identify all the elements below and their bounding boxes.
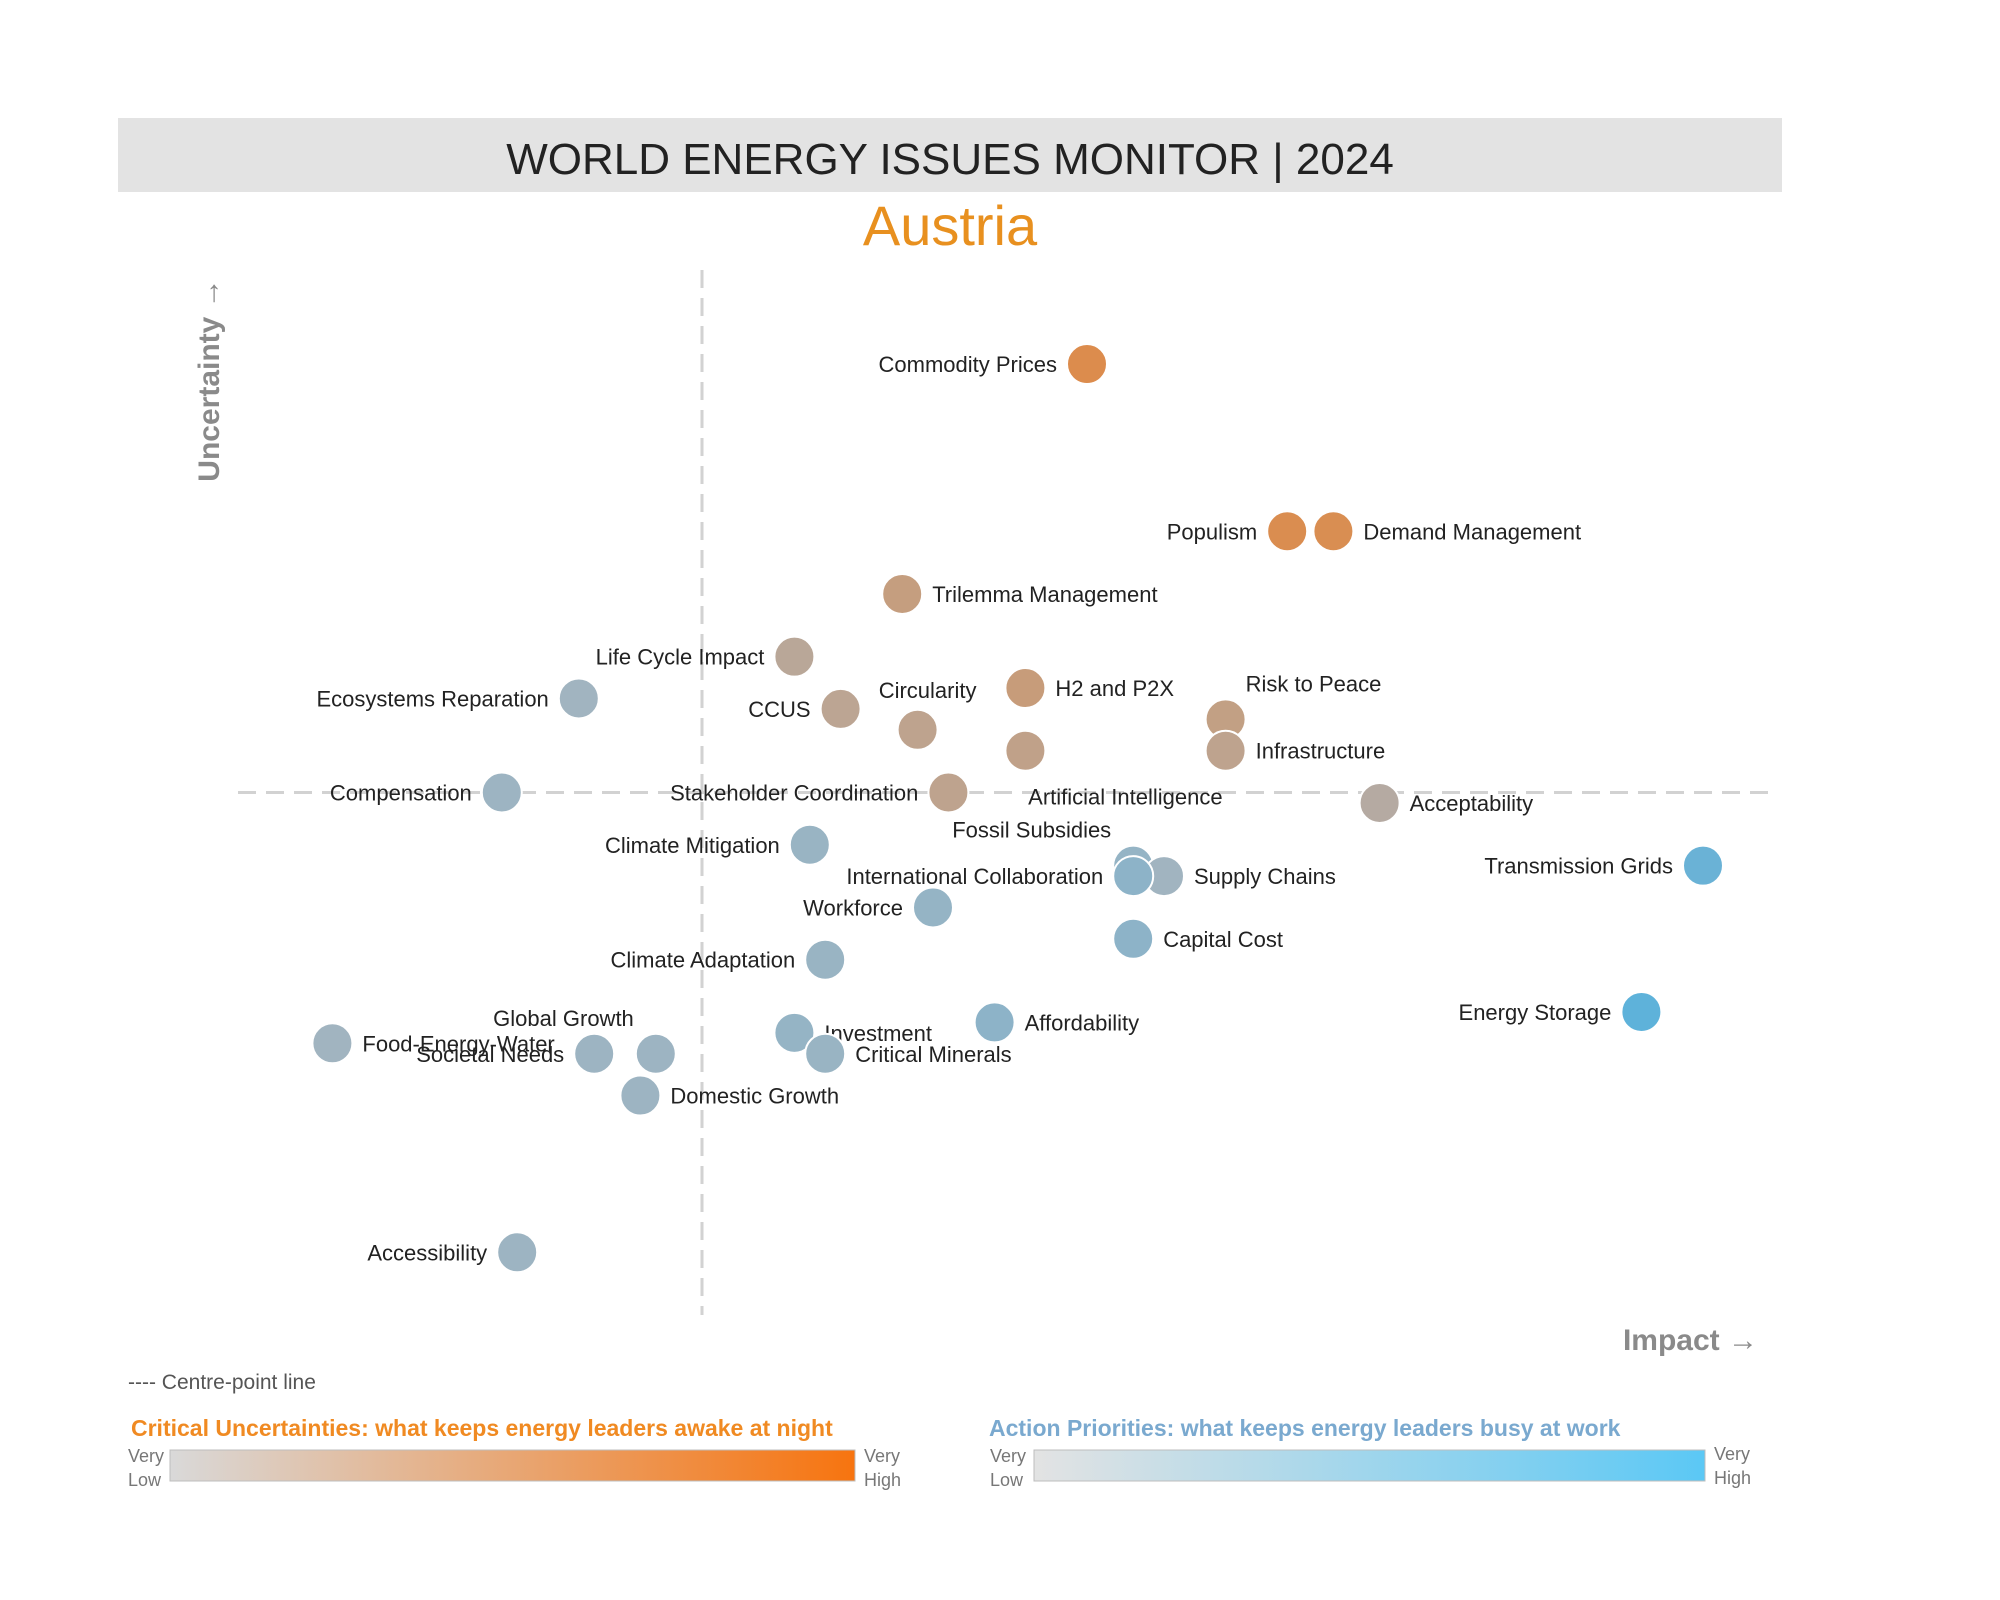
- y-axis-label: Uncertainty →: [193, 278, 226, 481]
- action-color-scale: [1033, 1449, 1706, 1482]
- label-capital-cost: Capital Cost: [1163, 927, 1283, 952]
- label-stakeholder-coordination: Stakeholder Coordination: [670, 781, 918, 806]
- point-commodity-prices[interactable]: [1066, 343, 1108, 386]
- label-trilemma-management: Trilemma Management: [932, 582, 1157, 607]
- label-ecosystems-reparation: Ecosystems Reparation: [316, 686, 548, 711]
- label-climate-adaptation: Climate Adaptation: [611, 948, 796, 973]
- point-trilemma-management[interactable]: [881, 572, 924, 615]
- label-workforce: Workforce: [803, 895, 903, 920]
- label-infrastructure: Infrastructure: [1256, 739, 1386, 764]
- label-transmission-grids: Transmission Grids: [1484, 854, 1673, 879]
- uncertainty-legend-high-1: Very: [864, 1446, 900, 1466]
- point-demand-management[interactable]: [1312, 510, 1355, 553]
- label-international-collaboration: International Collaboration: [846, 864, 1103, 889]
- point-populism[interactable]: [1266, 510, 1309, 553]
- label-critical-minerals: Critical Minerals: [855, 1042, 1011, 1067]
- point-capital-cost[interactable]: [1112, 917, 1155, 960]
- title-banner: [118, 118, 1782, 192]
- uncertainty-legend-high-2: High: [864, 1470, 901, 1490]
- country-title: Austria: [863, 194, 1038, 257]
- label-fossil-subsidies: Fossil Subsidies: [952, 818, 1111, 843]
- centre-line-note: ---- Centre-point line: [128, 1371, 316, 1394]
- label-global-growth: Global Growth: [493, 1006, 634, 1031]
- label-h2-and-p2x: H2 and P2X: [1055, 676, 1174, 701]
- point-compensation[interactable]: [480, 771, 523, 814]
- label-commodity-prices: Commodity Prices: [879, 352, 1057, 377]
- point-societal-needs[interactable]: [573, 1032, 616, 1075]
- point-food-energy-water[interactable]: [311, 1022, 354, 1065]
- label-energy-storage: Energy Storage: [1459, 1000, 1612, 1025]
- point-ecosystems-reparation[interactable]: [557, 677, 600, 720]
- uncertainty-legend-low-2: Low: [128, 1470, 162, 1490]
- uncertainty-color-scale: [169, 1449, 856, 1482]
- action-legend-title: Action Priorities: what keeps energy lea…: [989, 1415, 1621, 1441]
- point-ccus[interactable]: [819, 687, 862, 730]
- action-legend-low-1: Very: [990, 1446, 1026, 1466]
- point-infrastructure[interactable]: [1204, 729, 1247, 772]
- action-legend-high-1: Very: [1714, 1444, 1750, 1464]
- x-axis-label: Impact →: [1623, 1324, 1758, 1357]
- label-compensation: Compensation: [330, 781, 472, 806]
- point-energy-storage[interactable]: [1620, 990, 1663, 1033]
- label-risk-to-peace: Risk to Peace: [1246, 671, 1382, 696]
- point-domestic-growth[interactable]: [619, 1074, 662, 1117]
- point-critical-minerals[interactable]: [804, 1032, 847, 1075]
- label-ccus: CCUS: [748, 697, 810, 722]
- action-legend-high-2: High: [1714, 1468, 1751, 1488]
- point-affordability[interactable]: [973, 1001, 1016, 1044]
- label-affordability: Affordability: [1025, 1010, 1140, 1035]
- point-life-cycle-impact[interactable]: [773, 635, 816, 678]
- chart-title: WORLD ENERGY ISSUES MONITOR | 2024: [506, 135, 1394, 184]
- label-supply-chains: Supply Chains: [1194, 864, 1336, 889]
- uncertainty-legend-title: Critical Uncertainties: what keeps energ…: [131, 1415, 833, 1441]
- point-workforce[interactable]: [912, 886, 954, 929]
- point-acceptability[interactable]: [1358, 781, 1401, 824]
- label-acceptability: Acceptability: [1410, 791, 1534, 816]
- label-societal-needs: Societal Needs: [416, 1042, 564, 1067]
- uncertainty-legend-low-1: Very: [128, 1446, 164, 1466]
- point-h2-and-p2x[interactable]: [1004, 667, 1047, 709]
- label-food-energy-water: Food-Energy-Water: [362, 1031, 554, 1056]
- point-global-growth[interactable]: [634, 1032, 677, 1075]
- action-legend-low-2: Low: [990, 1470, 1024, 1490]
- point-climate-adaptation[interactable]: [804, 938, 847, 981]
- point-artificial-intelligence[interactable]: [1004, 729, 1047, 772]
- label-domestic-growth: Domestic Growth: [670, 1084, 839, 1109]
- point-climate-mitigation[interactable]: [788, 823, 831, 866]
- label-demand-management: Demand Management: [1363, 519, 1581, 544]
- point-transmission-grids[interactable]: [1682, 844, 1724, 887]
- label-artificial-intelligence: Artificial Intelligence: [1028, 785, 1222, 810]
- label-life-cycle-impact: Life Cycle Impact: [596, 645, 765, 670]
- scatter-points: Commodity Prices Populism Demand Managemen…: [311, 343, 1724, 1274]
- point-investment[interactable]: [773, 1011, 816, 1054]
- label-accessibility: Accessibility: [367, 1240, 487, 1265]
- label-circularity: Circularity: [879, 678, 977, 703]
- point-stakeholder-coordination[interactable]: [927, 771, 970, 814]
- point-international-collaboration[interactable]: [1112, 855, 1155, 898]
- point-circularity[interactable]: [896, 708, 939, 751]
- label-populism: Populism: [1167, 519, 1257, 544]
- point-accessibility[interactable]: [496, 1231, 539, 1274]
- label-climate-mitigation: Climate Mitigation: [605, 833, 780, 858]
